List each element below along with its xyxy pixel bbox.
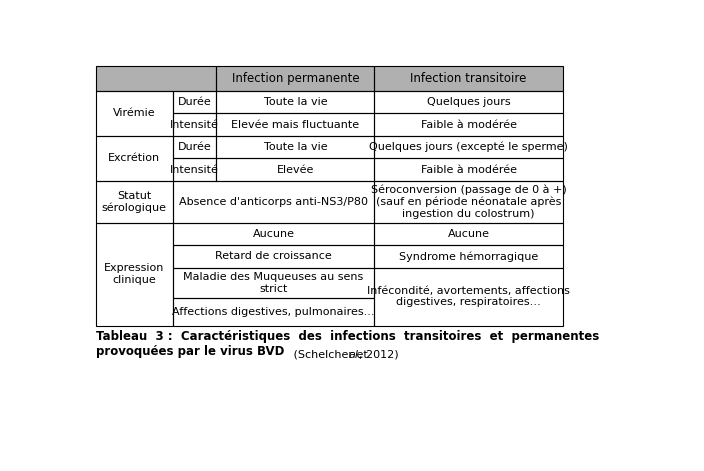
Bar bbox=[216, 136, 375, 158]
Bar bbox=[172, 91, 216, 114]
Text: Retard de croissance: Retard de croissance bbox=[215, 252, 332, 261]
Bar bbox=[172, 181, 375, 223]
Bar bbox=[216, 114, 375, 136]
Text: Faible à modérée: Faible à modérée bbox=[420, 165, 517, 175]
Bar bbox=[216, 158, 375, 181]
Text: Intensité: Intensité bbox=[170, 120, 219, 130]
Bar bbox=[375, 114, 562, 136]
Bar bbox=[375, 223, 562, 245]
Bar bbox=[172, 223, 375, 245]
Bar bbox=[216, 91, 375, 114]
Bar bbox=[216, 65, 375, 91]
Bar bbox=[172, 114, 216, 136]
Bar bbox=[216, 91, 375, 114]
Text: Séroconversion (passage de 0 à +)
(sauf en période néonatale après
ingestion du : Séroconversion (passage de 0 à +) (sauf … bbox=[371, 185, 567, 219]
Text: Virémie: Virémie bbox=[113, 108, 156, 119]
Text: Durée: Durée bbox=[177, 97, 211, 107]
Bar bbox=[96, 91, 172, 136]
Text: Infection transitoire: Infection transitoire bbox=[410, 72, 527, 85]
Text: Faible à modérée: Faible à modérée bbox=[420, 120, 517, 130]
Text: Elevée mais fluctuante: Elevée mais fluctuante bbox=[232, 120, 359, 130]
Bar bbox=[172, 114, 216, 136]
Bar bbox=[172, 223, 375, 245]
Text: Excrétion: Excrétion bbox=[108, 154, 161, 163]
Bar bbox=[216, 114, 375, 136]
Bar bbox=[96, 181, 172, 223]
Bar bbox=[172, 136, 216, 158]
Bar bbox=[375, 268, 562, 325]
Text: Maladie des Muqueuses au sens
strict: Maladie des Muqueuses au sens strict bbox=[183, 272, 364, 294]
Bar bbox=[96, 136, 172, 181]
Text: Aucune: Aucune bbox=[253, 229, 294, 239]
Bar bbox=[172, 245, 375, 268]
Bar bbox=[375, 245, 562, 268]
Bar bbox=[172, 299, 375, 325]
Text: Infécondité, avortements, affections
digestives, respiratoires…: Infécondité, avortements, affections dig… bbox=[367, 286, 570, 308]
Text: , 2012): , 2012) bbox=[359, 350, 398, 360]
Bar bbox=[172, 268, 375, 299]
Bar bbox=[96, 65, 216, 91]
Text: Affections digestives, pulmonaires...: Affections digestives, pulmonaires... bbox=[172, 307, 375, 317]
Text: Syndrome hémorragique: Syndrome hémorragique bbox=[399, 251, 538, 261]
Bar bbox=[375, 114, 562, 136]
Text: Elevée: Elevée bbox=[277, 165, 314, 175]
Bar bbox=[216, 65, 375, 91]
Bar bbox=[172, 299, 375, 325]
Bar bbox=[375, 65, 562, 91]
Bar bbox=[375, 181, 562, 223]
Bar bbox=[172, 91, 216, 114]
Bar bbox=[96, 136, 172, 181]
Text: Toute la vie: Toute la vie bbox=[263, 97, 327, 107]
Text: Aucune: Aucune bbox=[448, 229, 489, 239]
Text: Statut
sérologique: Statut sérologique bbox=[102, 191, 167, 213]
Text: Absence d'anticorps anti-NS3/P80: Absence d'anticorps anti-NS3/P80 bbox=[179, 197, 368, 207]
Bar bbox=[375, 91, 562, 114]
Bar bbox=[375, 158, 562, 181]
Text: al.: al. bbox=[348, 350, 363, 360]
Bar bbox=[375, 136, 562, 158]
Bar bbox=[375, 268, 562, 325]
Text: Durée: Durée bbox=[177, 142, 211, 152]
Bar bbox=[172, 158, 216, 181]
Bar bbox=[375, 158, 562, 181]
Bar bbox=[216, 136, 375, 158]
Text: Quelques jours (excepté le sperme): Quelques jours (excepté le sperme) bbox=[369, 142, 568, 153]
Text: Quelques jours: Quelques jours bbox=[427, 97, 510, 107]
Bar bbox=[375, 245, 562, 268]
Text: Expression
clinique: Expression clinique bbox=[104, 263, 165, 285]
Bar bbox=[375, 136, 562, 158]
Bar bbox=[96, 91, 172, 136]
Bar bbox=[375, 91, 562, 114]
Bar bbox=[96, 181, 172, 223]
Bar bbox=[172, 136, 216, 158]
Bar bbox=[172, 245, 375, 268]
Text: Toute la vie: Toute la vie bbox=[263, 142, 327, 152]
Bar bbox=[96, 223, 172, 325]
Text: Tableau  3 :  Caractéristiques  des  infections  transitoires  et  permanentes
p: Tableau 3 : Caractéristiques des infecti… bbox=[96, 330, 599, 358]
Bar bbox=[172, 268, 375, 299]
Bar bbox=[375, 181, 562, 223]
Bar bbox=[172, 181, 375, 223]
Bar bbox=[216, 158, 375, 181]
Bar bbox=[172, 158, 216, 181]
Text: Intensité: Intensité bbox=[170, 165, 219, 175]
Bar bbox=[375, 65, 562, 91]
Text: Infection permanente: Infection permanente bbox=[232, 72, 359, 85]
Bar bbox=[96, 65, 216, 91]
Bar bbox=[96, 223, 172, 325]
Bar bbox=[375, 223, 562, 245]
Text: (Schelcher et: (Schelcher et bbox=[290, 350, 371, 360]
